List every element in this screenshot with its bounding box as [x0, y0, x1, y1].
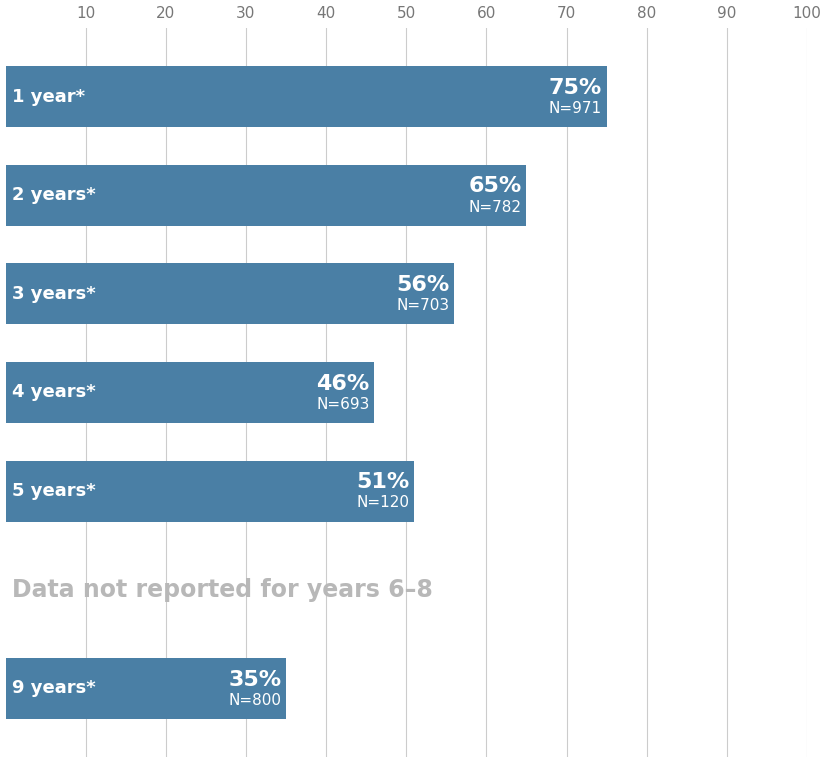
Text: Data not reported for years 6–8: Data not reported for years 6–8 — [12, 578, 433, 602]
Text: 4 years*: 4 years* — [12, 384, 96, 401]
Bar — [6, 66, 607, 127]
Text: N=703: N=703 — [396, 298, 450, 313]
Bar — [6, 362, 375, 423]
Text: 5 years*: 5 years* — [12, 482, 96, 500]
Text: 46%: 46% — [316, 374, 370, 394]
Text: N=800: N=800 — [228, 693, 281, 708]
Text: N=693: N=693 — [316, 397, 370, 412]
Text: 3 years*: 3 years* — [12, 285, 96, 303]
Text: 51%: 51% — [356, 472, 409, 492]
Text: N=971: N=971 — [548, 101, 602, 116]
Text: N=782: N=782 — [469, 200, 522, 214]
Bar — [6, 263, 454, 324]
Text: 1 year*: 1 year* — [12, 88, 85, 105]
Text: 75%: 75% — [548, 78, 602, 98]
Text: 9 years*: 9 years* — [12, 679, 96, 697]
Text: 65%: 65% — [468, 176, 522, 196]
Text: 35%: 35% — [228, 669, 281, 690]
Bar — [6, 461, 414, 522]
Text: 56%: 56% — [396, 275, 450, 295]
Text: N=120: N=120 — [356, 495, 409, 510]
Bar — [6, 165, 527, 226]
Bar — [6, 658, 286, 719]
Text: 2 years*: 2 years* — [12, 186, 96, 204]
